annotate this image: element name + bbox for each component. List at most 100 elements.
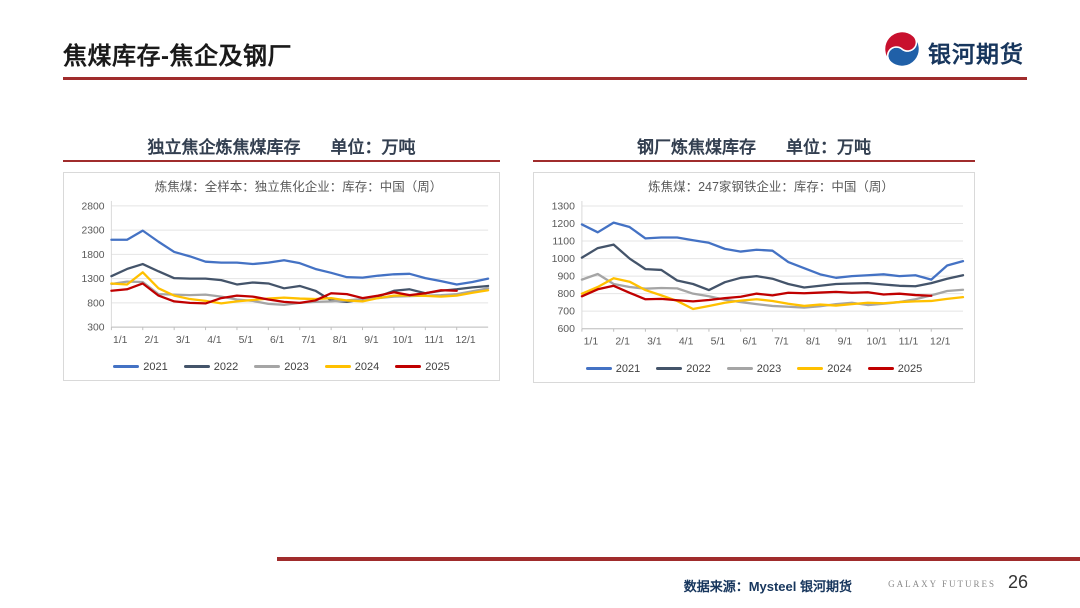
- x-tick-label: 8/1: [806, 337, 821, 348]
- chart-legend: 2021 2022 2023 2024 2025: [66, 356, 497, 378]
- legend-item-2023: 2023: [726, 362, 782, 375]
- y-tick-label: 800: [87, 298, 105, 309]
- page-number: 26: [1007, 572, 1028, 592]
- y-tick-label: 800: [557, 289, 575, 300]
- footer-divider: [277, 557, 1080, 561]
- y-tick-label: 2800: [81, 201, 104, 212]
- legend-item-2024: 2024: [324, 360, 380, 373]
- legend-swatch: [113, 365, 140, 369]
- brand-logo: 银河期货: [883, 30, 1024, 73]
- chart-title-underline: [533, 160, 975, 162]
- chart-unit-label: 单位：万吨: [330, 137, 416, 157]
- x-tick-label: 1/1: [113, 335, 128, 346]
- chart-title-underline: [63, 160, 500, 162]
- line-series-2024: [580, 277, 965, 311]
- legend-swatch: [585, 367, 612, 371]
- legend-item-2025: 2025: [867, 362, 923, 375]
- legend-item-2022: 2022: [183, 360, 239, 373]
- galaxy-swirl-icon: [883, 30, 921, 73]
- y-tick-label: 2300: [81, 226, 104, 237]
- line-chart-steel-mills: 600 700 800 900 1000 1100 1200 1300 1/1 2/1 3/1 4/1…: [552, 200, 965, 348]
- x-tick-label: 8/1: [333, 335, 348, 346]
- legend-item-2021: 2021: [585, 362, 641, 375]
- legend-swatch: [726, 367, 753, 371]
- legend-label: 2022: [686, 362, 711, 375]
- chart-panel-steel-mills: 钢厂炼焦煤库存 单位：万吨 炼焦煤：247家钢铁企业：库存：中国（周） 600 7…: [533, 133, 975, 383]
- y-tick-label: 700: [557, 307, 575, 318]
- x-tick-label: 10/1: [867, 337, 888, 348]
- line-series-2021: [110, 229, 490, 286]
- x-tick-label: 11/1: [899, 337, 919, 348]
- chart-legend: 2021 2022 2023 2024 2025: [536, 358, 972, 380]
- y-tick-label: 1200: [552, 219, 575, 230]
- x-tick-label: 12/1: [456, 335, 476, 346]
- x-tick-label: 5/1: [239, 335, 254, 346]
- legend-swatch: [395, 365, 422, 369]
- y-tick-label: 300: [87, 323, 105, 334]
- legend-item-2021: 2021: [113, 360, 168, 373]
- legend-item-2024: 2024: [797, 362, 852, 375]
- line-series-2021: [580, 221, 965, 281]
- y-tick-label: 1300: [81, 274, 104, 285]
- legend-item-2023: 2023: [254, 360, 309, 373]
- legend-label: 2021: [615, 362, 641, 375]
- x-tick-label: 4/1: [207, 335, 222, 346]
- line-series-2024: [110, 271, 490, 305]
- chart-unit-label: 单位：万吨: [786, 137, 871, 157]
- header-divider: [63, 77, 1027, 80]
- y-tick-label: 600: [557, 324, 575, 335]
- chart-series-title: 炼焦煤：247家钢铁企业：库存：中国（周）: [648, 180, 894, 194]
- legend-label: 2025: [425, 360, 450, 373]
- line-series-2022: [580, 243, 965, 292]
- x-tick-label: 6/1: [270, 335, 285, 346]
- chart-panel-coking-plants: 独立焦企炼焦煤库存 单位：万吨 炼焦煤：全样本：独立焦化企业：库存：中国（周） …: [63, 133, 500, 381]
- y-tick-label: 1300: [552, 201, 575, 212]
- legend-swatch: [254, 365, 281, 369]
- chart-series-title: 炼焦煤：全样本：独立焦化企业：库存：中国（周）: [154, 180, 443, 194]
- legend-label: 2023: [284, 360, 309, 373]
- x-tick-label: 2/1: [144, 335, 159, 346]
- x-tick-label: 7/1: [774, 337, 789, 348]
- x-tick-label: 1/1: [584, 337, 599, 348]
- x-tick-label: 10/1: [393, 335, 413, 346]
- legend-swatch: [867, 367, 894, 371]
- chart-section-title: 钢厂炼焦煤库存 单位：万吨: [533, 133, 975, 157]
- legend-label: 2021: [143, 360, 168, 373]
- line-chart-independent-coking: 300 800 1300 1800 2300 2800 1/1 2/1 3/1 4/1 5/1 6/1…: [81, 200, 490, 346]
- legend-label: 2025: [897, 362, 923, 375]
- legend-item-2025: 2025: [395, 360, 450, 373]
- x-tick-label: 3/1: [647, 337, 662, 348]
- page-title: 焦煤库存-焦企及钢厂: [63, 43, 292, 70]
- line-series-2025: [580, 284, 933, 303]
- legend-label: 2023: [756, 362, 782, 375]
- x-tick-label: 12/1: [930, 337, 951, 348]
- x-tick-label: 9/1: [838, 337, 853, 348]
- x-tick-label: 3/1: [176, 335, 191, 346]
- brand-name: 银河期货: [928, 40, 1024, 67]
- legend-label: 2024: [354, 360, 380, 373]
- chart-frame: 炼焦煤：全样本：独立焦化企业：库存：中国（周） 300 800 1300 1800 23…: [63, 172, 500, 381]
- chart-title-text: 钢厂炼焦煤库存: [637, 137, 756, 157]
- x-tick-label: 4/1: [679, 337, 694, 348]
- chart-frame: 炼焦煤：247家钢铁企业：库存：中国（周） 600 700 800 900 1000 11…: [533, 172, 975, 383]
- legend-label: 2024: [827, 362, 852, 375]
- legend-item-2022: 2022: [656, 362, 711, 375]
- x-tick-label: 11/1: [425, 335, 445, 346]
- x-tick-label: 2/1: [615, 337, 630, 348]
- legend-label: 2022: [213, 360, 239, 373]
- y-tick-label: 900: [557, 272, 575, 283]
- y-tick-label: 1000: [552, 254, 575, 265]
- x-tick-label: 5/1: [711, 337, 726, 348]
- legend-swatch: [324, 365, 351, 369]
- brand-tagline: GALAXY FUTURES: [888, 579, 996, 589]
- y-tick-label: 1100: [552, 237, 575, 248]
- x-tick-label: 6/1: [742, 337, 757, 348]
- line-series-2025: [110, 282, 458, 305]
- legend-swatch: [797, 367, 824, 371]
- x-tick-label: 9/1: [364, 335, 379, 346]
- y-tick-label: 1800: [81, 250, 104, 261]
- x-tick-label: 7/1: [301, 335, 316, 346]
- legend-swatch: [183, 365, 210, 369]
- legend-swatch: [656, 367, 683, 371]
